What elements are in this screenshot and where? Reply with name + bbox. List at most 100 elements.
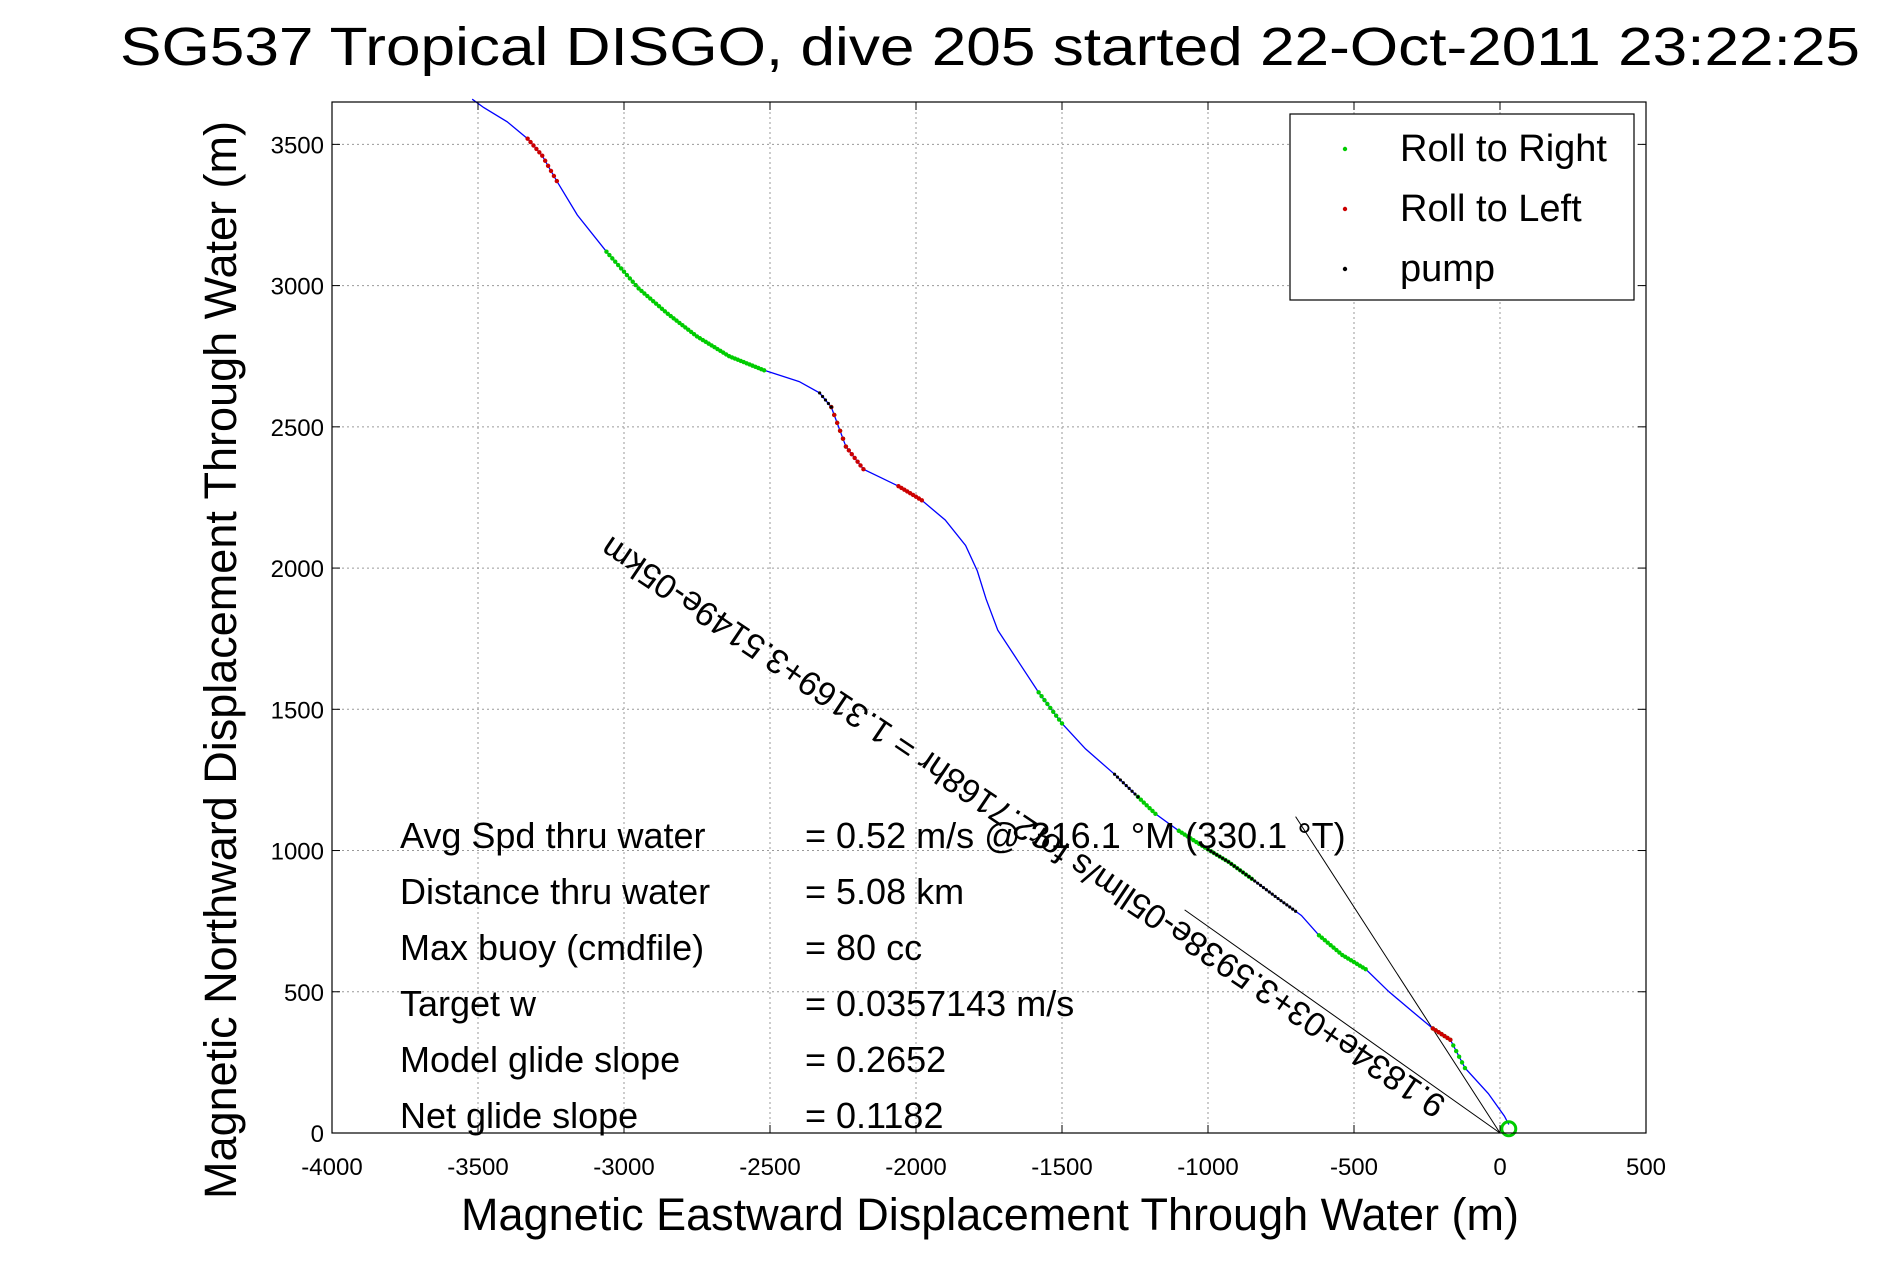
pump-point bbox=[1244, 872, 1248, 877]
roll-left-point bbox=[843, 444, 849, 449]
roll-left-point bbox=[896, 483, 901, 489]
legend-label: Roll to Left bbox=[1400, 188, 1582, 230]
reference-line bbox=[1295, 816, 1501, 1134]
roll-right-point bbox=[653, 301, 659, 306]
roll-left-point bbox=[1430, 1026, 1436, 1031]
x-tick-label: -1000 bbox=[1177, 1154, 1238, 1181]
roll-right-point bbox=[1319, 935, 1325, 940]
pump-point bbox=[1212, 851, 1216, 855]
roll-left-point bbox=[548, 168, 554, 174]
pump-point bbox=[829, 405, 833, 409]
roll-left-point bbox=[528, 139, 533, 145]
pump-point bbox=[1206, 847, 1210, 852]
roll-right-point bbox=[1053, 713, 1059, 718]
roll-right-point bbox=[630, 279, 635, 284]
roll-right-point bbox=[1176, 828, 1182, 833]
roll-right-point bbox=[1059, 721, 1065, 726]
pump-point bbox=[1270, 892, 1274, 896]
legend-box bbox=[1289, 113, 1635, 301]
legend-marker bbox=[1342, 206, 1348, 212]
roll-left-point bbox=[852, 455, 857, 461]
y-tick-label: 1500 bbox=[271, 697, 324, 724]
roll-right-point bbox=[1459, 1060, 1465, 1065]
roll-right-point bbox=[604, 249, 609, 254]
roll-left-point bbox=[534, 146, 539, 152]
roll-right-point bbox=[618, 266, 624, 271]
stat-label: Target w bbox=[400, 983, 537, 1024]
pump-point bbox=[1294, 909, 1298, 913]
pump-point bbox=[820, 394, 825, 399]
roll-right-point bbox=[615, 262, 621, 268]
pump-point bbox=[1247, 875, 1251, 879]
roll-right-point bbox=[624, 272, 630, 278]
stat-value: = 0.0357143 m/s bbox=[805, 983, 1074, 1024]
roll-right-point bbox=[1045, 701, 1050, 707]
pump-point bbox=[826, 401, 831, 406]
roll-right-point bbox=[1039, 694, 1044, 699]
stat-label: Model glide slope bbox=[400, 1039, 680, 1080]
reference-line bbox=[1184, 909, 1501, 1134]
pump-point bbox=[1115, 775, 1120, 779]
roll-right-point bbox=[651, 298, 656, 304]
roll-right-point bbox=[1042, 697, 1047, 703]
roll-right-point bbox=[1051, 709, 1056, 714]
pump-point bbox=[1223, 858, 1228, 862]
roll-left-point bbox=[837, 428, 843, 433]
roll-right-point bbox=[610, 256, 615, 261]
x-tick-label: -500 bbox=[1330, 1154, 1378, 1181]
y-tick-label: 1000 bbox=[271, 839, 324, 866]
pump-point bbox=[1261, 885, 1266, 890]
pump-point bbox=[823, 398, 828, 402]
y-tick-label: 2500 bbox=[271, 415, 324, 442]
roll-left-point bbox=[858, 463, 863, 468]
roll-right-point bbox=[1340, 952, 1345, 958]
pump-point bbox=[1250, 877, 1254, 881]
pump-point bbox=[1288, 905, 1292, 909]
roll-right-point bbox=[1331, 945, 1336, 950]
roll-right-point bbox=[1451, 1043, 1456, 1048]
x-tick-label: -2000 bbox=[885, 1154, 946, 1181]
legend-label: pump bbox=[1400, 248, 1495, 290]
pump-point bbox=[1124, 783, 1128, 788]
y-tick-label: 3000 bbox=[271, 274, 324, 301]
stat-label: Net glide slope bbox=[400, 1095, 638, 1136]
chart-title: SG537 Tropical DISGO, dive 205 started 2… bbox=[120, 17, 1860, 77]
stat-value: = 0.1182 bbox=[805, 1095, 943, 1136]
marker-layer bbox=[525, 136, 1518, 1138]
roll-right-point bbox=[1138, 797, 1144, 802]
roll-left-point bbox=[834, 420, 840, 426]
pump-point bbox=[1256, 881, 1260, 885]
stat-value: = 0.2652 bbox=[805, 1039, 946, 1080]
legend-marker bbox=[1342, 266, 1348, 272]
stat-label: Max buoy (cmdfile) bbox=[400, 927, 704, 968]
roll-right-point bbox=[1147, 805, 1152, 811]
reference-lines bbox=[1184, 816, 1501, 1134]
pump-point bbox=[1273, 894, 1277, 898]
roll-left-point bbox=[861, 467, 866, 472]
pump-point bbox=[1118, 778, 1122, 782]
roll-left-point bbox=[846, 448, 852, 453]
roll-right-point bbox=[639, 288, 644, 294]
legend-label: Roll to Right bbox=[1400, 128, 1607, 170]
pump-point bbox=[1276, 896, 1280, 901]
axes-box bbox=[331, 101, 1647, 1134]
stats-block: Avg Spd thru water = 0.52 m/s @ 316.1 °M … bbox=[400, 815, 1346, 1136]
roll-left-point bbox=[832, 412, 837, 418]
x-tick-label: 0 bbox=[1493, 1154, 1506, 1181]
roll-right-point bbox=[1056, 717, 1062, 722]
roll-right-point bbox=[1325, 940, 1330, 945]
pump-point bbox=[1209, 849, 1213, 853]
roll-right-point bbox=[1144, 803, 1149, 808]
pump-point bbox=[1218, 854, 1222, 859]
pump-point bbox=[1253, 879, 1257, 883]
pump-point bbox=[1226, 860, 1231, 864]
pump-point bbox=[1127, 786, 1131, 790]
pump-point bbox=[1229, 862, 1233, 866]
pump-point bbox=[1136, 795, 1140, 799]
roll-right-point bbox=[1036, 690, 1041, 695]
roll-right-point bbox=[1337, 950, 1342, 955]
roll-right-point bbox=[1316, 933, 1322, 938]
roll-right-point bbox=[1334, 947, 1339, 953]
pump-point bbox=[818, 391, 822, 395]
pump-point bbox=[1279, 899, 1283, 903]
